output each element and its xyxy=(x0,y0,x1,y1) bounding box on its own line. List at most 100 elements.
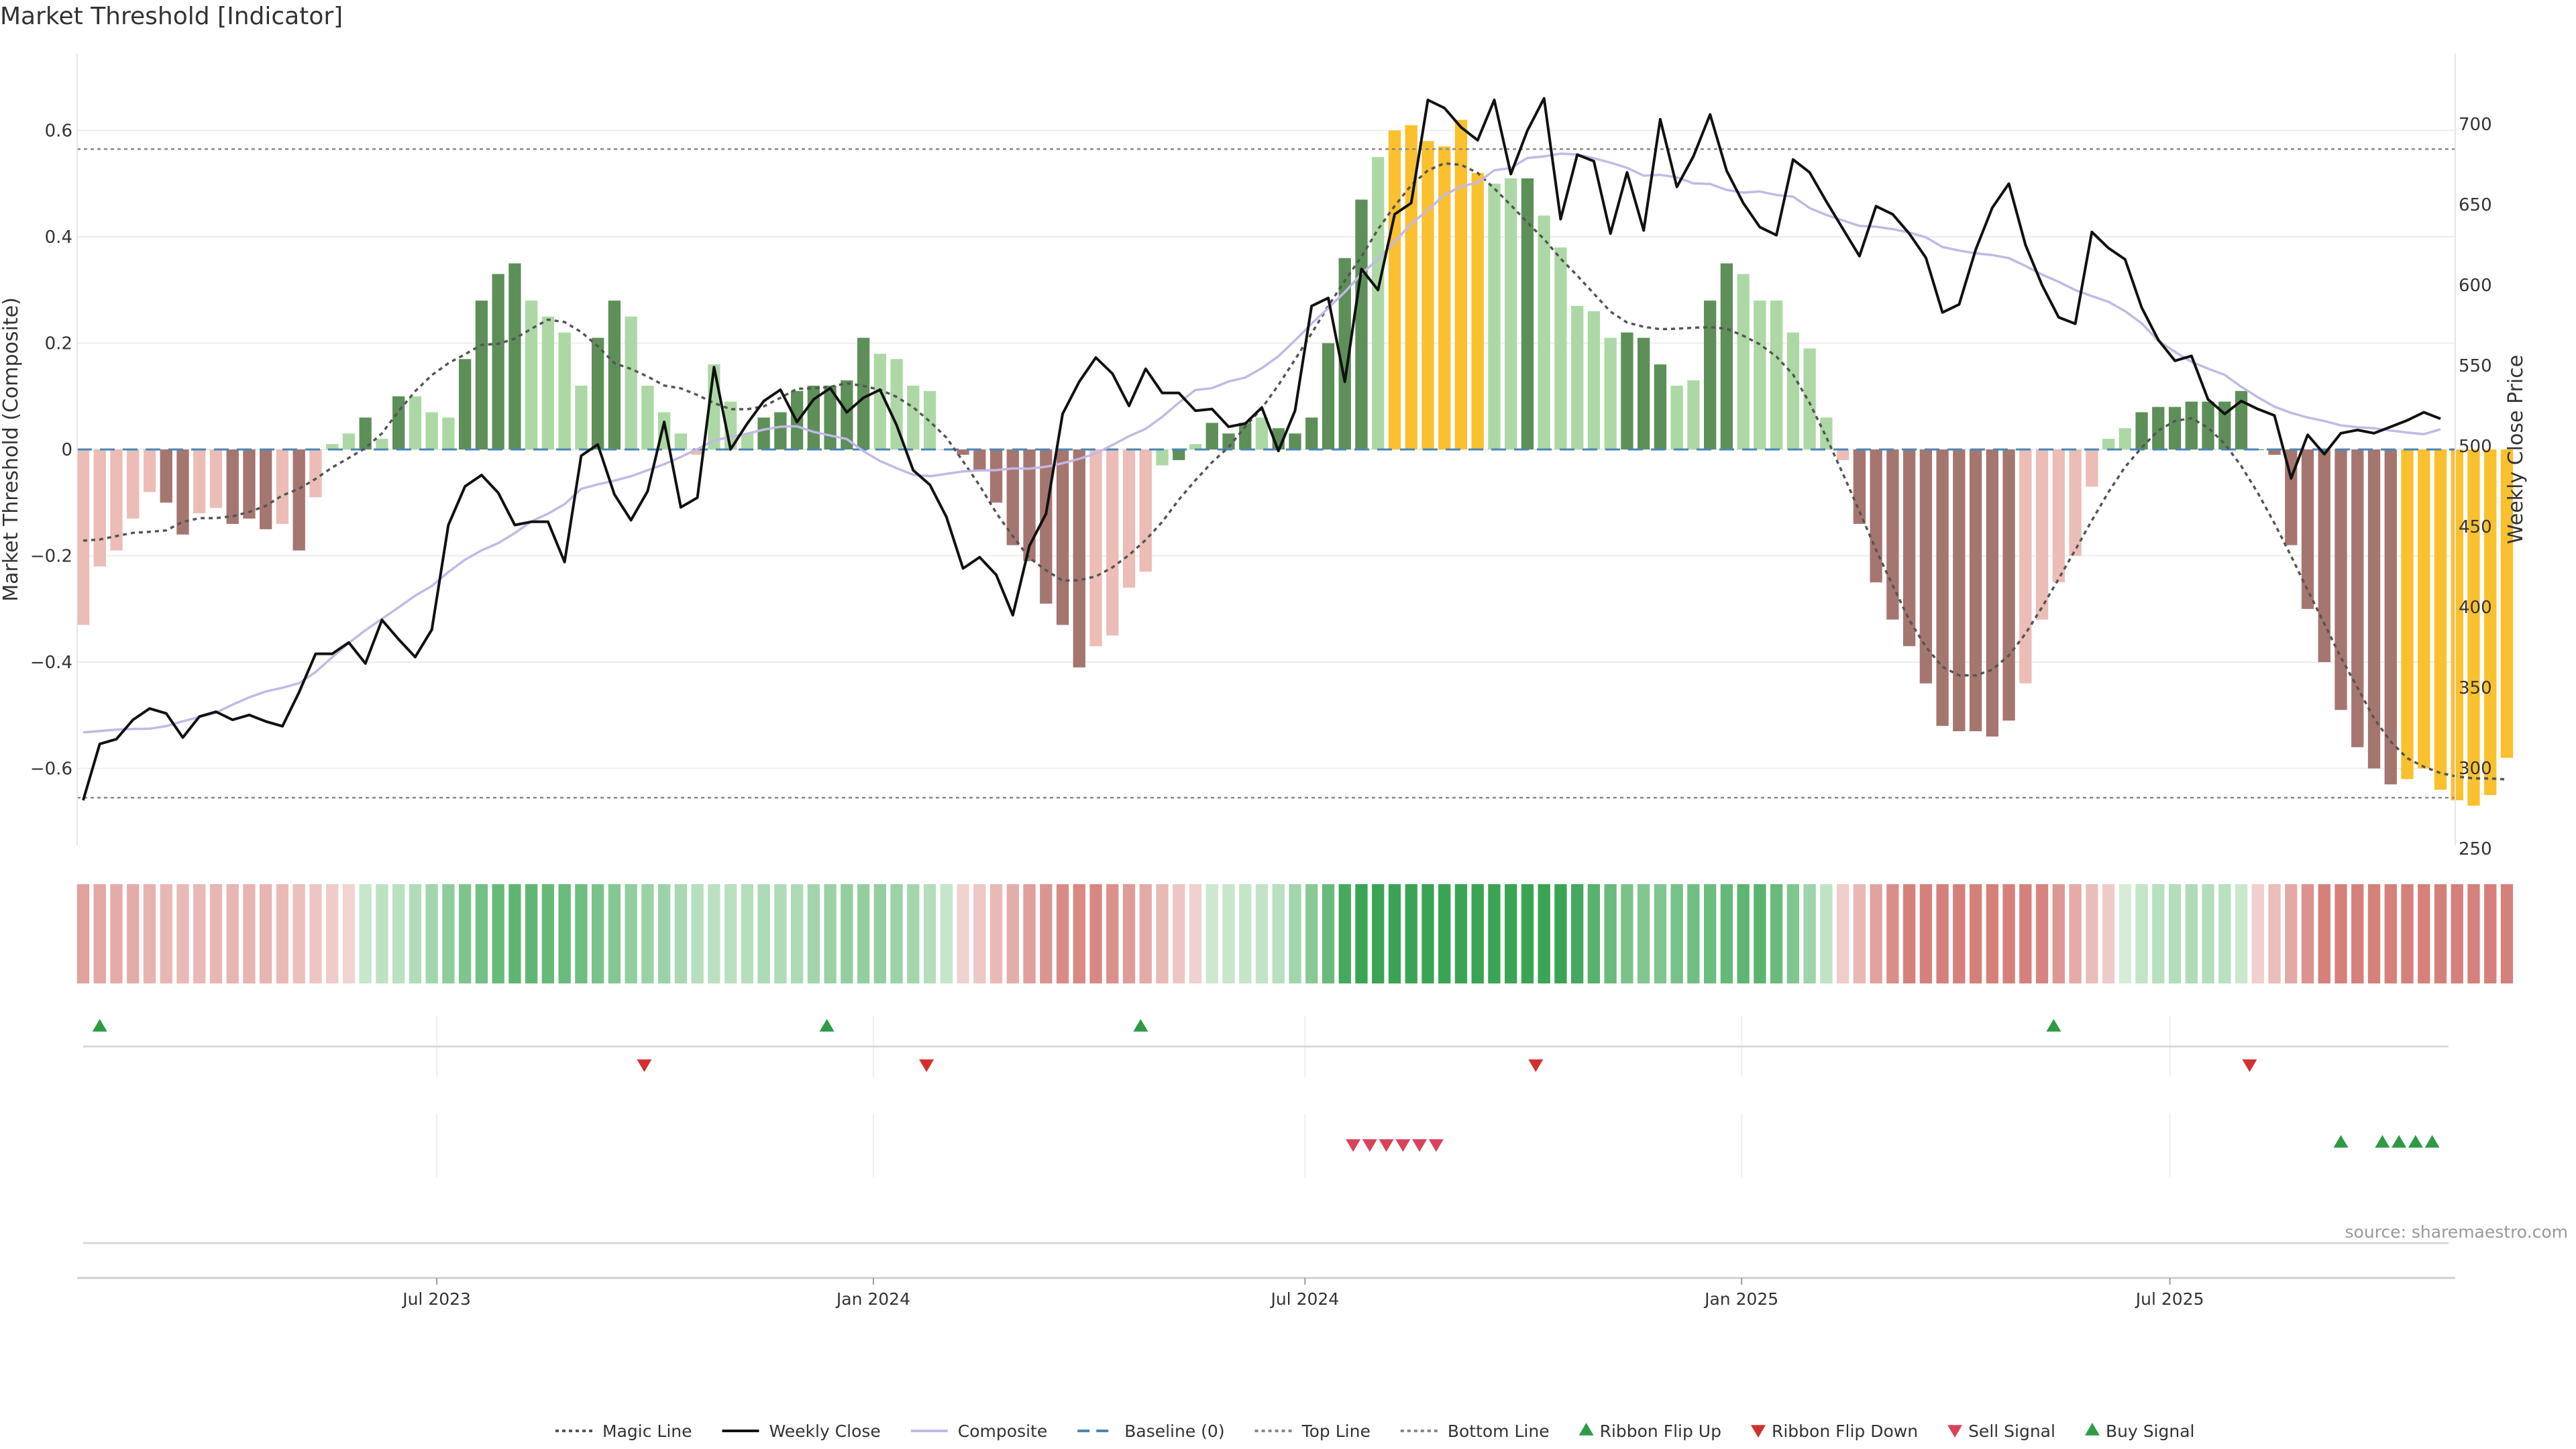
composite-bar xyxy=(1770,301,1783,449)
ribbon-cell xyxy=(193,884,206,983)
ribbon-cell xyxy=(2401,884,2414,983)
ribbon-cell xyxy=(260,884,272,983)
composite-bar xyxy=(2500,449,2514,758)
composite-bar xyxy=(1621,332,1633,449)
composite-bar xyxy=(1156,449,1169,466)
ribbon-cell xyxy=(2086,884,2098,983)
legend-label: Ribbon Flip Up xyxy=(1600,1421,1721,1441)
ribbon-cell xyxy=(824,884,837,983)
composite-bar xyxy=(674,433,688,449)
weekly-close-line xyxy=(82,97,2441,801)
sell-signal-marker xyxy=(1379,1139,1394,1152)
ribbon-cell xyxy=(1305,884,1318,983)
ribbon-cell xyxy=(1571,884,1584,983)
ribbon-flip-up-marker xyxy=(92,1019,107,1032)
composite-bar xyxy=(1139,449,1152,572)
composite-bar xyxy=(2351,449,2364,747)
ribbon-cell xyxy=(2285,884,2298,983)
composite-bar xyxy=(2451,449,2463,801)
composite-bar xyxy=(774,412,787,449)
ribbon-cell xyxy=(741,884,754,983)
composite-bar xyxy=(1040,449,1053,604)
ribbon-cell xyxy=(2035,884,2049,983)
composite-bar xyxy=(1670,385,1683,449)
ribbon-cell xyxy=(558,884,571,983)
ribbon-cell xyxy=(1521,884,1534,983)
composite-bar xyxy=(2467,449,2480,806)
composite-bar xyxy=(1089,449,1102,647)
x-tick-label: Jul 2023 xyxy=(401,1289,471,1309)
ribbon-cell xyxy=(1006,884,1019,983)
ribbon-cell xyxy=(243,884,256,983)
composite-bar xyxy=(1023,449,1036,561)
composite-bar xyxy=(1305,417,1318,449)
ribbon-cell xyxy=(409,884,422,983)
composite-bar xyxy=(76,449,90,625)
composite-bar xyxy=(2102,439,2115,449)
legend-marker xyxy=(1578,1423,1594,1436)
ribbon-cell xyxy=(1488,884,1501,983)
legend-label: Magic Line xyxy=(602,1421,692,1441)
composite-bar xyxy=(2367,449,2381,769)
composite-bar xyxy=(127,449,140,519)
composite-bar xyxy=(409,396,422,449)
legend-label: Weekly Close xyxy=(769,1421,881,1441)
ribbon-cell xyxy=(292,884,305,983)
legend-marker xyxy=(1947,1425,1963,1438)
ribbon-cell xyxy=(757,884,770,983)
composite-bar xyxy=(492,274,504,449)
ribbon-cell xyxy=(1853,884,1866,983)
composite-bar xyxy=(2185,401,2198,449)
composite-bar xyxy=(1006,449,1019,545)
composite-bar xyxy=(857,337,870,449)
composite-bar xyxy=(691,449,704,455)
composite-bar xyxy=(1936,449,1949,727)
ribbon-cell xyxy=(1836,884,1849,983)
sell-signal-marker xyxy=(1346,1139,1361,1152)
composite-bar xyxy=(2484,449,2497,796)
ribbon-cell xyxy=(425,884,438,983)
ribbon-cell xyxy=(2268,884,2281,983)
legend-marker xyxy=(1750,1425,1766,1438)
ribbon-cell xyxy=(1421,884,1434,983)
y-right-tick-label: 550 xyxy=(2459,356,2492,376)
ribbon-cell xyxy=(110,884,123,983)
ribbon-cell xyxy=(459,884,472,983)
ribbon-cell xyxy=(1902,884,1916,983)
ribbon-cell xyxy=(1654,884,1667,983)
composite-bar xyxy=(907,385,920,449)
composite-bar xyxy=(1173,449,1185,460)
ribbon-cell xyxy=(1405,884,1417,983)
composite-bar xyxy=(957,449,969,455)
ribbon-cell xyxy=(841,884,853,983)
composite-bar xyxy=(973,449,986,471)
y-right-axis-label: Weekly Close Price xyxy=(2504,355,2528,544)
ribbon-cell xyxy=(2484,884,2497,983)
chart-title: Market Threshold [Indicator] xyxy=(0,3,343,30)
composite-bar xyxy=(1554,247,1567,449)
composite-bar xyxy=(2318,449,2330,662)
ribbon-cell xyxy=(2118,884,2131,983)
ribbon-cell xyxy=(1438,884,1451,983)
ribbon-cell xyxy=(1803,884,1816,983)
ribbon-cell xyxy=(143,884,156,983)
legend-marker xyxy=(2084,1423,2100,1436)
ribbon-cell xyxy=(342,884,356,983)
composite-bar xyxy=(2418,449,2430,769)
composite-bar xyxy=(541,316,555,449)
y-right-tick-label: 650 xyxy=(2459,195,2492,215)
composite-bar xyxy=(1355,199,1368,449)
ribbon-flip-down-marker xyxy=(2242,1059,2257,1072)
ribbon-cell xyxy=(657,884,671,983)
ribbon-flip-down-marker xyxy=(919,1059,934,1072)
ribbon-cell xyxy=(492,884,504,983)
ribbon-cell xyxy=(1604,884,1617,983)
composite-bar xyxy=(243,449,256,519)
legend-label: Baseline (0) xyxy=(1124,1421,1224,1441)
composite-bar xyxy=(326,444,339,449)
buy-signal-marker xyxy=(2408,1135,2423,1148)
buy-signal-marker xyxy=(2333,1135,2349,1148)
ribbon-cell xyxy=(2467,884,2480,983)
composite-bar xyxy=(425,412,438,449)
